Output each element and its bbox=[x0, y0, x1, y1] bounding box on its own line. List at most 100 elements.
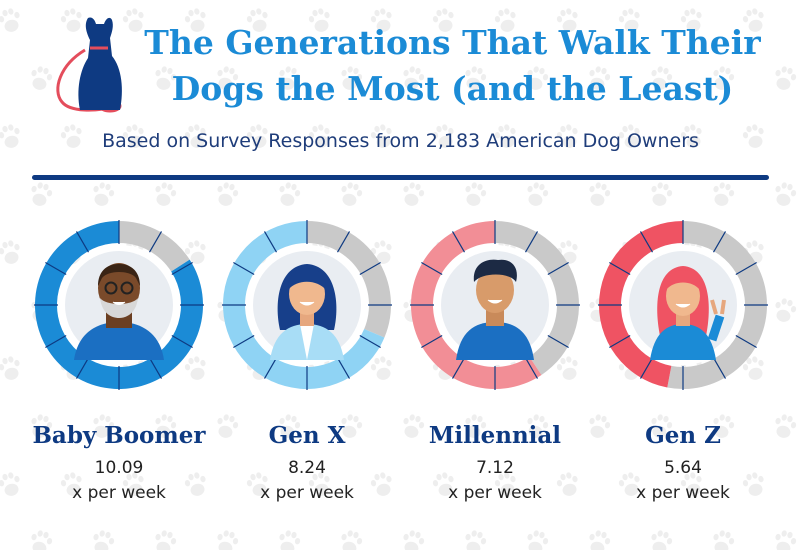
paw-print-icon bbox=[217, 414, 239, 438]
paw-print-icon bbox=[31, 530, 53, 550]
paw-print-icon bbox=[370, 356, 392, 380]
ring-gen-x bbox=[222, 220, 392, 390]
paw-print-icon bbox=[618, 8, 640, 32]
paw-print-icon bbox=[246, 124, 268, 148]
young-man-avatar bbox=[456, 259, 534, 360]
girl-peace-sign-avatar bbox=[650, 266, 726, 360]
paw-print-icon bbox=[775, 414, 797, 438]
paw-print-icon bbox=[465, 66, 487, 90]
paw-print-icon bbox=[155, 530, 177, 550]
paw-print-icon bbox=[680, 124, 702, 148]
paw-print-icon bbox=[0, 240, 20, 264]
paw-print-icon bbox=[494, 8, 516, 32]
paw-print-icon bbox=[308, 8, 330, 32]
label-baby-boomer: Baby Boomer bbox=[32, 422, 206, 449]
paw-print-icon bbox=[589, 66, 611, 90]
paw-print-icon bbox=[279, 530, 301, 550]
ring-tick bbox=[451, 231, 466, 253]
page-title: The Generations That Walk Their Dogs the… bbox=[120, 20, 785, 112]
ring-tick bbox=[639, 357, 654, 379]
paw-print-icon bbox=[341, 414, 363, 438]
page-subtitle: Based on Survey Responses from 2,183 Ame… bbox=[102, 130, 699, 152]
paw-print-icon bbox=[527, 530, 549, 550]
paw-print-icon bbox=[556, 240, 578, 264]
paw-print-icon bbox=[217, 530, 239, 550]
paw-print-icon bbox=[0, 8, 20, 32]
paw-print-icon bbox=[465, 182, 487, 206]
paw-print-icon bbox=[122, 124, 144, 148]
paw-print-icon bbox=[527, 182, 549, 206]
paw-print-icon bbox=[465, 530, 487, 550]
paw-print-icon bbox=[370, 240, 392, 264]
paw-print-icon bbox=[775, 530, 797, 550]
paw-print-icon bbox=[341, 182, 363, 206]
paw-print-icon bbox=[217, 66, 239, 90]
label-millennial: Millennial bbox=[428, 422, 562, 449]
label-gen-x: Gen X bbox=[268, 422, 346, 449]
paw-print-icon bbox=[432, 124, 454, 148]
ring-tick bbox=[735, 334, 757, 349]
ring-tick bbox=[524, 357, 539, 379]
paw-print-icon bbox=[742, 124, 764, 148]
ring-remaining-arc bbox=[119, 221, 190, 272]
paw-print-icon bbox=[184, 356, 206, 380]
ring-tick bbox=[609, 261, 631, 276]
paw-print-icon bbox=[155, 414, 177, 438]
paw-print-icon bbox=[589, 182, 611, 206]
unit-gen-z: x per week bbox=[636, 483, 730, 503]
ring-tick bbox=[421, 261, 443, 276]
ring-tick bbox=[233, 334, 255, 349]
paw-print-icon bbox=[618, 472, 640, 496]
paw-print-icon bbox=[122, 472, 144, 496]
ring-tick bbox=[171, 261, 193, 276]
ring-tick bbox=[171, 334, 193, 349]
divider bbox=[32, 175, 769, 180]
paw-print-icon bbox=[589, 414, 611, 438]
ring-remaining-arc bbox=[495, 221, 579, 375]
value-gen-x: 8.24 bbox=[288, 458, 326, 478]
paw-print-icon bbox=[403, 182, 425, 206]
paw-print-icon bbox=[527, 414, 549, 438]
paw-print-icon bbox=[742, 472, 764, 496]
ring-tick bbox=[547, 334, 569, 349]
paw-print-icon bbox=[93, 182, 115, 206]
ring-millennial bbox=[410, 220, 580, 390]
paw-print-icon bbox=[279, 414, 301, 438]
paw-print-icon bbox=[184, 8, 206, 32]
paw-print-icon bbox=[494, 124, 516, 148]
unit-gen-x: x per week bbox=[260, 483, 354, 503]
label-gen-z: Gen Z bbox=[645, 422, 721, 449]
paw-print-icon bbox=[432, 472, 454, 496]
ring-tick bbox=[75, 357, 90, 379]
ring-tick bbox=[421, 334, 443, 349]
paw-print-icon bbox=[122, 8, 144, 32]
ring-tick bbox=[735, 261, 757, 276]
paw-print-icon bbox=[713, 66, 735, 90]
paw-print-icon bbox=[279, 66, 301, 90]
paw-print-icon bbox=[494, 472, 516, 496]
paw-print-icon bbox=[155, 182, 177, 206]
paw-print-icon bbox=[341, 66, 363, 90]
paw-print-icon bbox=[403, 414, 425, 438]
paw-print-icon bbox=[651, 414, 673, 438]
paw-print-icon bbox=[31, 414, 53, 438]
paw-print-icon bbox=[775, 298, 797, 322]
title-line-1: The Generations That Walk Their bbox=[144, 23, 761, 62]
paw-print-icon bbox=[651, 66, 673, 90]
paw-print-icon bbox=[651, 530, 673, 550]
paw-print-icon bbox=[370, 472, 392, 496]
ring-tick bbox=[451, 357, 466, 379]
paw-print-icon bbox=[31, 66, 53, 90]
unit-baby-boomer: x per week bbox=[72, 483, 166, 503]
ring-tick bbox=[547, 261, 569, 276]
paw-print-icon bbox=[680, 472, 702, 496]
paw-print-icon bbox=[217, 182, 239, 206]
paw-print-icon bbox=[0, 356, 20, 380]
older-man-avatar bbox=[74, 263, 164, 360]
paw-print-icon bbox=[403, 530, 425, 550]
ring-tick bbox=[45, 334, 67, 349]
paw-print-icon bbox=[403, 66, 425, 90]
paw-print-icon bbox=[308, 472, 330, 496]
paw-print-icon bbox=[308, 124, 330, 148]
paw-print-icon bbox=[370, 124, 392, 148]
